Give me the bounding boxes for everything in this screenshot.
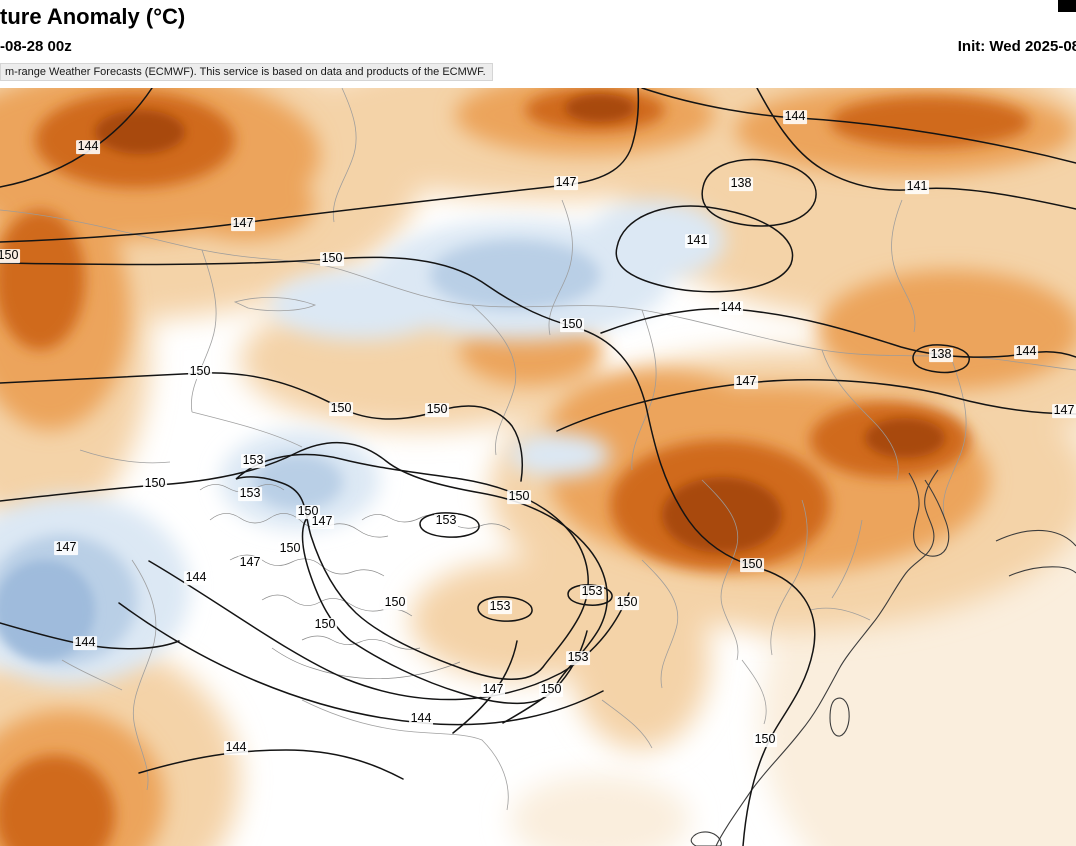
anomaly-shading-warm-core (95, 94, 945, 553)
anomaly-shading-cool-deep (0, 560, 95, 660)
init-time: Init: Wed 2025-08 (957, 38, 1076, 55)
japan-coastline-2 (1008, 566, 1076, 577)
taiwan-outline (829, 697, 850, 737)
valid-time: -08-28 00z (0, 38, 72, 55)
korea-coastline (908, 472, 950, 557)
anomaly-shading-warm-deep (0, 88, 1030, 846)
coastlines (690, 469, 1076, 846)
attribution-bar: m-range Weather Forecasts (ECMWF). This … (0, 63, 493, 81)
map-title: ture Anomaly (°C) (0, 4, 186, 29)
header: ture Anomaly (°C) -08-28 00z Init: Wed 2… (0, 0, 1076, 88)
cropped-ui-artifact (1058, 0, 1076, 12)
china-coastline (715, 469, 939, 846)
hainan-outline (690, 831, 722, 846)
japan-coastline (995, 529, 1076, 547)
